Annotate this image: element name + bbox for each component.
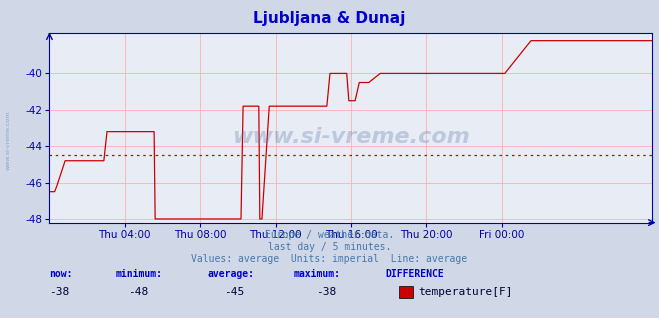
Text: -45: -45 (224, 287, 244, 297)
Text: last day / 5 minutes.: last day / 5 minutes. (268, 242, 391, 252)
Text: -38: -38 (316, 287, 337, 297)
Text: www.si-vreme.com: www.si-vreme.com (5, 110, 11, 170)
Text: minimum:: minimum: (115, 269, 162, 279)
Text: now:: now: (49, 269, 73, 279)
Text: DIFFERENCE: DIFFERENCE (386, 269, 444, 279)
Text: maximum:: maximum: (293, 269, 340, 279)
Text: Europe / weather data.: Europe / weather data. (265, 230, 394, 239)
Text: Values: average  Units: imperial  Line: average: Values: average Units: imperial Line: av… (191, 254, 468, 264)
Text: average:: average: (208, 269, 254, 279)
Text: -48: -48 (129, 287, 149, 297)
Text: temperature[F]: temperature[F] (418, 287, 513, 297)
Text: www.si-vreme.com: www.si-vreme.com (232, 128, 470, 148)
Text: -38: -38 (49, 287, 70, 297)
Text: Ljubljana & Dunaj: Ljubljana & Dunaj (253, 11, 406, 26)
